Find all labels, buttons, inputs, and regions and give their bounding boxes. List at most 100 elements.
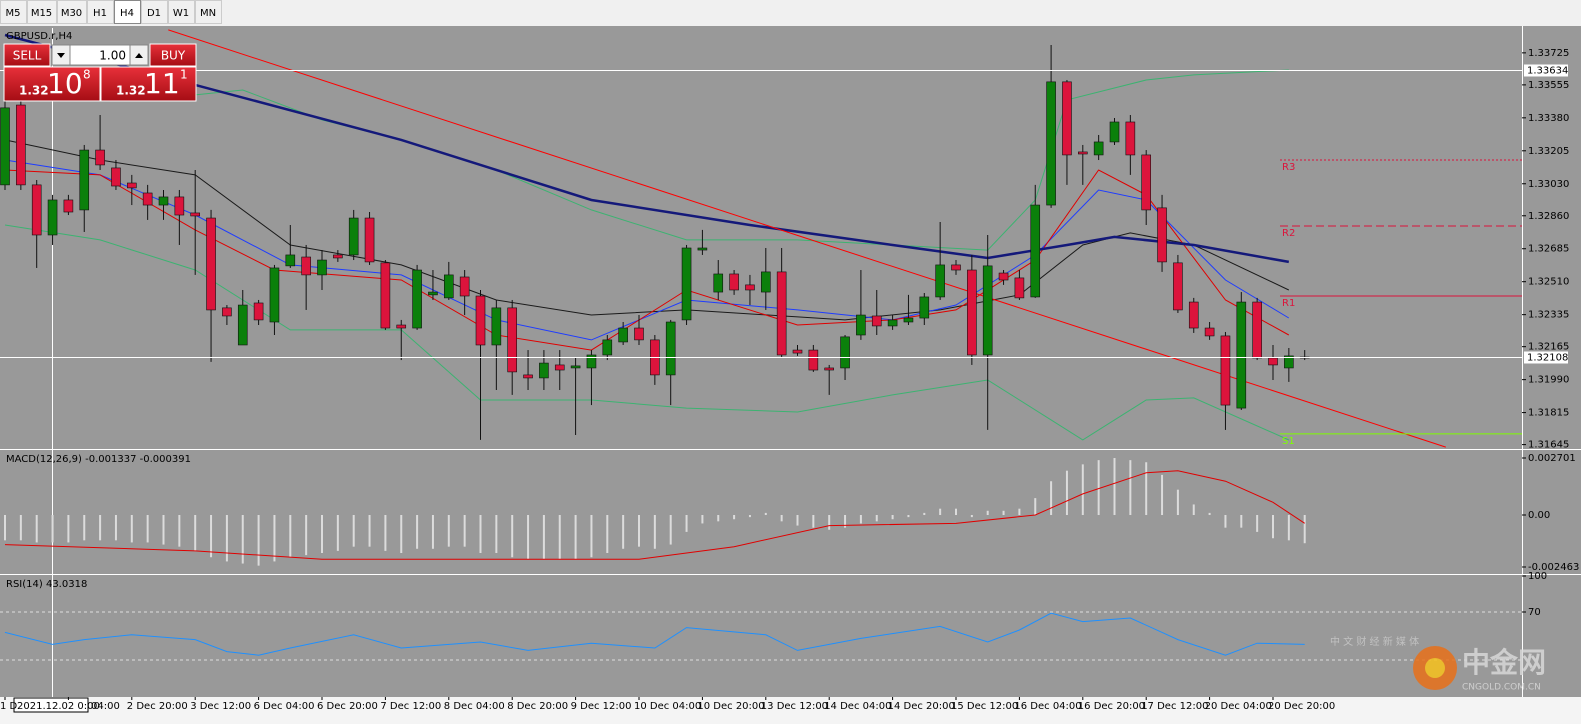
macd-bar <box>1287 515 1290 541</box>
macd-bar <box>875 515 878 522</box>
y-tick-label: 1.32685 <box>1528 244 1569 255</box>
sell-label[interactable]: SELL <box>13 49 42 63</box>
candle-body <box>871 315 882 327</box>
y-tick-label: 1.33555 <box>1528 80 1569 91</box>
bid-box[interactable] <box>3 66 101 102</box>
timeframe-button[interactable] <box>168 0 195 24</box>
timeframe-label[interactable]: M15 <box>31 8 52 19</box>
timeframe-button[interactable] <box>57 0 87 24</box>
macd-bar <box>717 515 720 522</box>
candle-body <box>396 324 407 329</box>
y-tick-label: 100 <box>1528 571 1547 582</box>
macd-bar <box>479 515 482 553</box>
macd-bar <box>19 515 22 541</box>
candle-body <box>317 259 327 276</box>
candle-body <box>31 184 42 236</box>
macd-bar <box>574 515 577 560</box>
macd-bar <box>130 515 133 543</box>
candle-body <box>856 314 866 336</box>
y-tick-label: 1.33030 <box>1528 179 1569 190</box>
timeframe-button[interactable] <box>27 0 57 24</box>
candle-body <box>998 272 1009 281</box>
macd-bar <box>1018 508 1021 516</box>
timeframe-button[interactable] <box>195 0 222 24</box>
timeframe-button[interactable] <box>114 0 141 24</box>
macd-bar <box>352 515 355 547</box>
macd-bar <box>194 515 197 551</box>
macd-bar <box>1129 460 1132 516</box>
candle-body <box>63 199 74 213</box>
trade-panel: SELL 1.00 BUY 1.32 10 8 1.32 11 1 <box>3 43 197 102</box>
candle-body <box>1173 262 1183 311</box>
x-tick-label: 2 Dec 20:00 <box>127 701 188 712</box>
y-tick-label: 1.32335 <box>1528 310 1569 321</box>
timeframe-label[interactable]: H4 <box>120 8 134 19</box>
candle-body <box>887 319 898 327</box>
toolbar <box>0 0 1581 25</box>
macd-bar <box>368 515 371 547</box>
macd-bar <box>4 515 6 541</box>
bid-main: 10 <box>47 67 83 100</box>
brand: 中金网 <box>1462 646 1546 679</box>
candle-body <box>729 273 739 291</box>
candle-body <box>713 273 724 293</box>
slogan: 中 文 财 经 新 媒 体 <box>1330 635 1419 648</box>
macd-bar <box>83 515 86 541</box>
macd-bar <box>955 508 957 516</box>
macd-bar <box>431 515 434 549</box>
y-tick-label: 0.00 <box>1528 510 1550 521</box>
timeframe-label[interactable]: D1 <box>147 8 161 19</box>
timeframe-label[interactable]: M5 <box>6 8 21 19</box>
macd-bar <box>305 515 308 556</box>
macd-bar <box>638 515 640 547</box>
y-tick-label: 70 <box>1528 607 1541 618</box>
candle-body <box>1284 355 1294 369</box>
candle-body <box>1093 141 1104 156</box>
candle-body <box>745 284 755 291</box>
buy-button[interactable] <box>149 43 197 67</box>
candle-body <box>380 262 391 329</box>
candle-body <box>1204 327 1215 337</box>
macd-bar <box>114 515 117 541</box>
lot-value[interactable]: 1.00 <box>99 49 126 63</box>
timeframe-label[interactable]: H1 <box>93 8 107 19</box>
macd-bar <box>1224 515 1227 528</box>
macd-bar <box>1208 512 1211 516</box>
candle-body <box>507 307 518 373</box>
candle-body <box>95 149 105 166</box>
crosshair-label-box <box>13 697 89 713</box>
macd-bar <box>321 515 323 553</box>
y-tick-label: 1.33380 <box>1528 113 1569 124</box>
macd-bar <box>1002 510 1005 516</box>
timeframe-button[interactable] <box>141 0 168 24</box>
x-tick-label: 17 Dec 12:00 <box>1141 701 1208 712</box>
pivot-label: R1 <box>1282 298 1295 309</box>
buy-label[interactable]: BUY <box>161 49 186 63</box>
timeframe-label[interactable]: W1 <box>173 8 189 19</box>
ask-box[interactable] <box>100 66 197 102</box>
timeframe-label[interactable]: MN <box>200 8 216 19</box>
candle-body <box>1141 154 1151 211</box>
macd-bar <box>733 515 736 520</box>
sell-button[interactable] <box>3 43 51 67</box>
candle-body <box>285 254 296 267</box>
x-tick-label: 15 Dec 12:00 <box>951 701 1018 712</box>
signal-line <box>4 470 1305 560</box>
ask-main: 11 <box>144 67 180 100</box>
candle-body <box>570 365 581 369</box>
timeframe-label[interactable]: M30 <box>61 8 82 19</box>
macd-bar <box>1097 460 1100 516</box>
candle-body <box>412 269 422 329</box>
macd-bar <box>416 515 419 549</box>
timeframe-button[interactable] <box>87 0 114 24</box>
candle-body <box>127 182 137 189</box>
y-tick-label: 1.31815 <box>1528 408 1569 419</box>
candle-body <box>174 196 185 216</box>
candle-body <box>903 317 914 323</box>
macd-bar <box>1303 515 1306 544</box>
macd-bar <box>162 515 165 545</box>
indicator-line <box>4 169 1290 351</box>
x-tick-label: 7 Dec 12:00 <box>380 701 441 712</box>
macd-bar <box>1050 481 1053 516</box>
timeframe-button[interactable] <box>0 0 27 24</box>
